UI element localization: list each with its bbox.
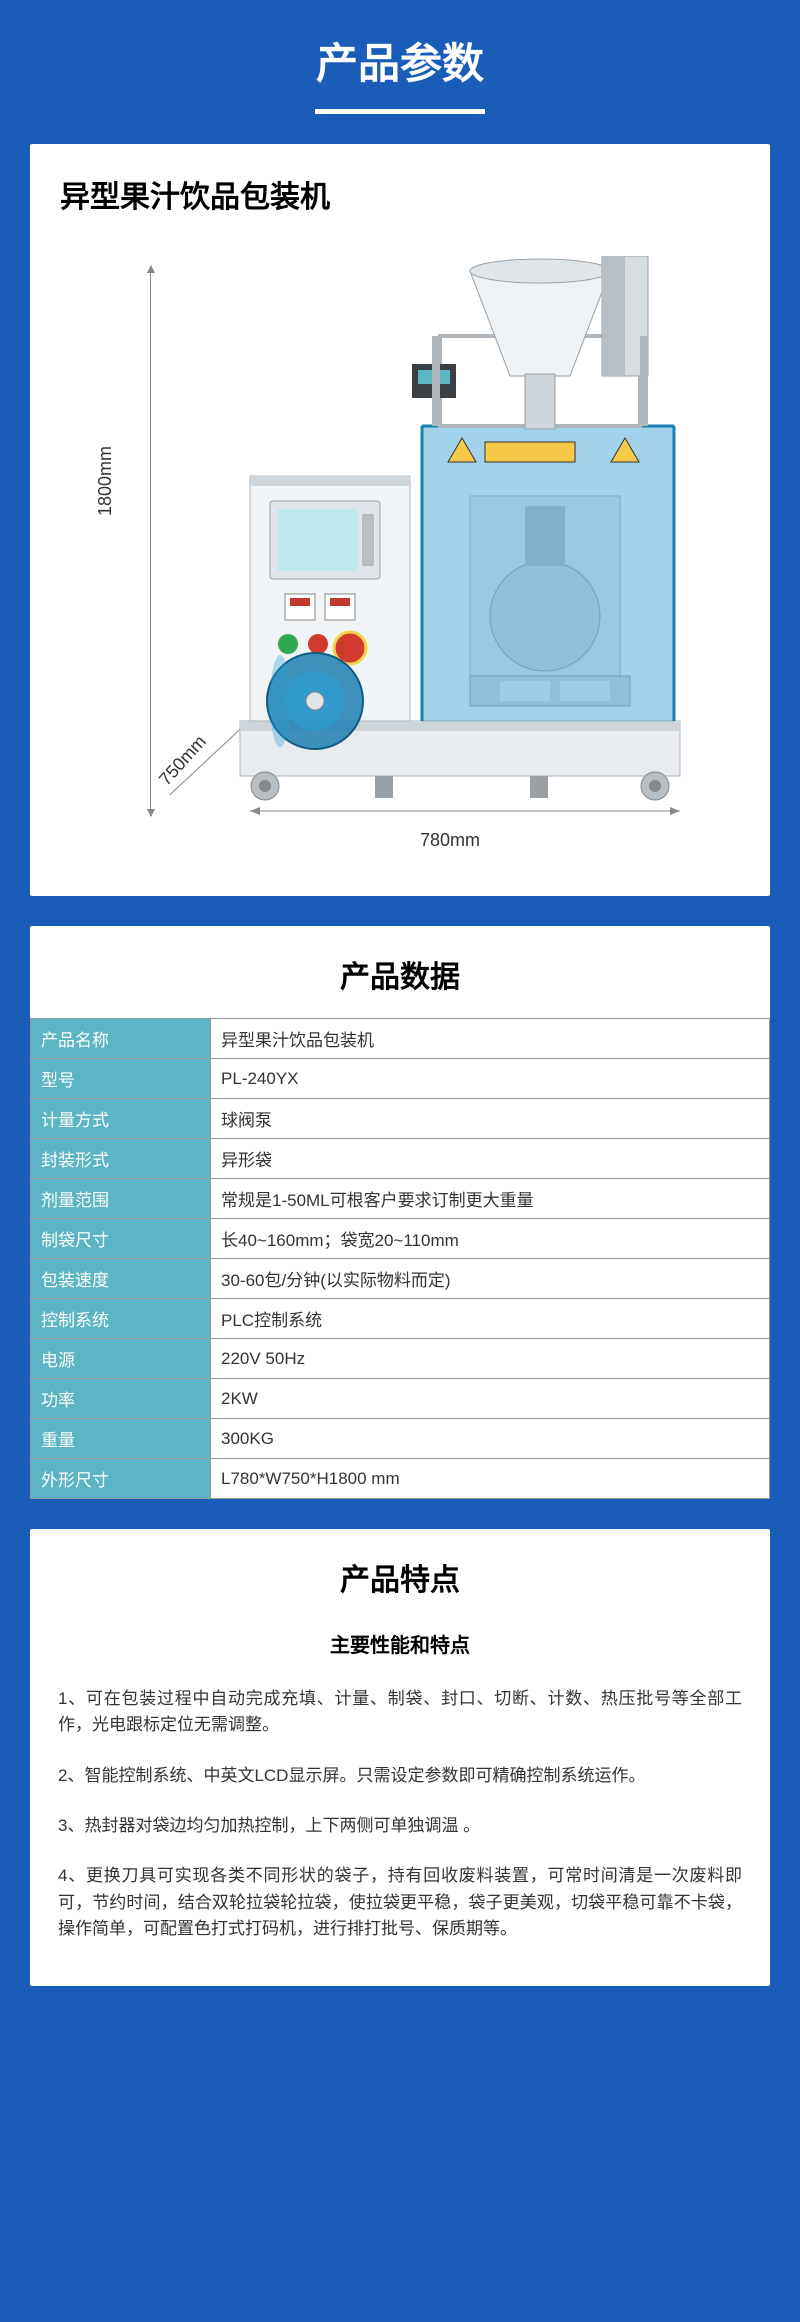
table-row: 计量方式球阀泵: [31, 1099, 770, 1139]
spec-label: 剂量范围: [31, 1179, 211, 1219]
feature-item: 3、热封器对袋边均匀加热控制，上下两侧可单独调温 。: [30, 1813, 770, 1863]
spec-label: 功率: [31, 1379, 211, 1419]
spec-value: 异型果汁饮品包装机: [211, 1019, 770, 1059]
table-row: 电源220V 50Hz: [31, 1339, 770, 1379]
spec-label: 制袋尺寸: [31, 1219, 211, 1259]
table-row: 封装形式异形袋: [31, 1139, 770, 1179]
table-row: 外形尺寸L780*W750*H1800 mm: [31, 1459, 770, 1499]
page-root: 产品参数 异型果汁饮品包装机: [0, 0, 800, 1986]
feature-item: 1、可在包装过程中自动完成充填、计量、制袋、封口、切断、计数、热压批号等全部工作…: [30, 1686, 770, 1763]
table-row: 型号PL-240YX: [31, 1059, 770, 1099]
table-row: 重量300KG: [31, 1419, 770, 1459]
spec-label: 型号: [31, 1059, 211, 1099]
spec-label: 包装速度: [31, 1259, 211, 1299]
spec-value: 常规是1-50ML可根客户要求订制更大重量: [211, 1179, 770, 1219]
page-title: 产品参数: [0, 0, 800, 109]
features-subtitle: 主要性能和特点: [30, 1629, 770, 1686]
spec-value: PLC控制系统: [211, 1299, 770, 1339]
spec-value: 球阀泵: [211, 1099, 770, 1139]
dimension-height-label: 1800mm: [95, 446, 116, 516]
features-list: 1、可在包装过程中自动完成充填、计量、制袋、封口、切断、计数、热压批号等全部工作…: [30, 1686, 770, 1966]
spec-label: 外形尺寸: [31, 1459, 211, 1499]
spec-value: 300KG: [211, 1419, 770, 1459]
dimension-arrow-vertical: [150, 266, 151, 816]
spec-value: 长40~160mm；袋宽20~110mm: [211, 1219, 770, 1259]
spec-value: PL-240YX: [211, 1059, 770, 1099]
spec-value: 30-60包/分钟(以实际物料而定): [211, 1259, 770, 1299]
feature-item: 4、更换刀具可实现各类不同形状的袋子，持有回收废料装置，可常时间清是一次废料即可…: [30, 1863, 770, 1966]
table-row: 产品名称异型果汁饮品包装机: [31, 1019, 770, 1059]
table-row: 包装速度30-60包/分钟(以实际物料而定): [31, 1259, 770, 1299]
features-title: 产品特点: [30, 1529, 770, 1629]
spec-value: 220V 50Hz: [211, 1339, 770, 1379]
spec-label: 封装形式: [31, 1139, 211, 1179]
machine-diagram: 1800mm 750mm 780mm: [60, 236, 740, 876]
specs-card: 产品数据 产品名称异型果汁饮品包装机型号PL-240YX计量方式球阀泵封装形式异…: [30, 926, 770, 1499]
title-underline: [315, 109, 485, 114]
spec-label: 产品名称: [31, 1019, 211, 1059]
spec-label: 控制系统: [31, 1299, 211, 1339]
specs-table: 产品名称异型果汁饮品包装机型号PL-240YX计量方式球阀泵封装形式异形袋剂量范…: [30, 1018, 770, 1499]
machine-illustration: [170, 256, 700, 816]
table-row: 控制系统PLC控制系统: [31, 1299, 770, 1339]
specs-title: 产品数据: [30, 926, 770, 1018]
spec-value: L780*W750*H1800 mm: [211, 1459, 770, 1499]
spec-label: 计量方式: [31, 1099, 211, 1139]
spec-value: 异形袋: [211, 1139, 770, 1179]
product-card: 异型果汁饮品包装机: [30, 144, 770, 896]
spec-label: 重量: [31, 1419, 211, 1459]
feature-item: 2、智能控制系统、中英文LCD显示屏。只需设定参数即可精确控制系统运作。: [30, 1763, 770, 1813]
table-row: 制袋尺寸长40~160mm；袋宽20~110mm: [31, 1219, 770, 1259]
spec-label: 电源: [31, 1339, 211, 1379]
dimension-width-label: 780mm: [420, 830, 480, 851]
spec-value: 2KW: [211, 1379, 770, 1419]
features-card: 产品特点 主要性能和特点 1、可在包装过程中自动完成充填、计量、制袋、封口、切断…: [30, 1529, 770, 1986]
table-row: 功率2KW: [31, 1379, 770, 1419]
table-row: 剂量范围常规是1-50ML可根客户要求订制更大重量: [31, 1179, 770, 1219]
product-title: 异型果汁饮品包装机: [30, 144, 770, 236]
